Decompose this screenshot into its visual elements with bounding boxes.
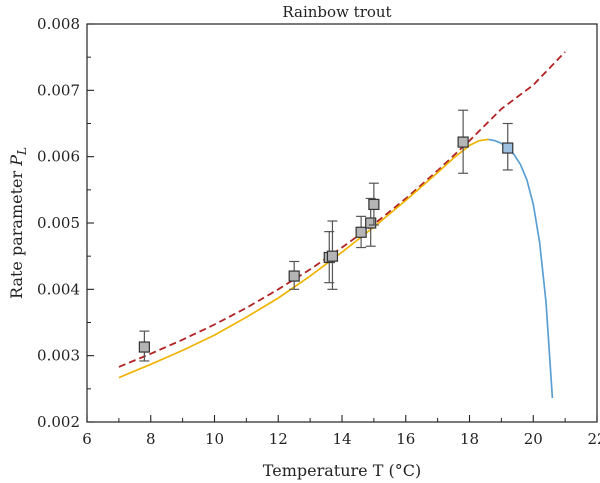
data-point-4 [326,220,339,290]
plot-frame [86,23,598,423]
x-tick-label-8: 8 [146,430,156,448]
x-axis: 6 8 10 12 14 16 18 20 22 [82,415,600,448]
data-points [138,109,514,362]
y-axis-label-symbol: P [7,155,26,167]
data-point-9 [502,122,514,171]
x-tick-label-6: 6 [82,430,92,448]
y-axis-label-subscript: L [15,147,29,156]
point-marker [457,136,469,148]
y-axis-label-text: Rate parameter [7,171,26,299]
x-tick-label-16: 16 [396,430,415,448]
point-marker [368,198,380,211]
y-tick-label-0.003: 0.003 [37,347,80,365]
point-marker [355,226,367,238]
y-axis-label: Rate parameter PL [7,147,29,299]
y-tick-label-0.008: 0.008 [37,15,80,33]
point-marker [138,341,150,353]
y-tick-label-0.006: 0.006 [37,148,80,166]
y-axis: 0.002 0.003 0.004 0.005 0.006 0.007 0.008 [37,15,94,431]
fit-curve-3 [488,138,554,399]
point-marker [502,142,514,154]
point-marker [288,270,300,282]
point-marker [326,250,339,262]
y-tick-label-0.004: 0.004 [37,280,80,298]
fit-curve-1 [118,51,566,368]
x-tick-label-22: 22 [587,430,600,448]
data-point-8 [457,109,469,174]
point-marker [365,217,377,229]
data-point-7 [368,182,380,226]
x-tick-label-20: 20 [524,430,543,448]
chart-title: Rainbow trout [282,3,391,21]
y-tick-label-0.002: 0.002 [37,413,80,431]
x-tick-label-12: 12 [269,430,288,448]
x-tick-label-14: 14 [332,430,351,448]
data-point-5 [355,215,367,249]
data-point-2 [288,260,300,290]
x-tick-label-18: 18 [460,430,479,448]
y-tick-label-0.005: 0.005 [37,214,80,232]
y-tick-label-0.007: 0.007 [37,81,80,99]
x-axis-label: Temperature T (°C) [263,461,421,480]
x-tick-label-10: 10 [205,430,224,448]
fit-curves [118,51,566,399]
fit-curve-2 [118,138,489,379]
data-point-1 [138,330,150,362]
